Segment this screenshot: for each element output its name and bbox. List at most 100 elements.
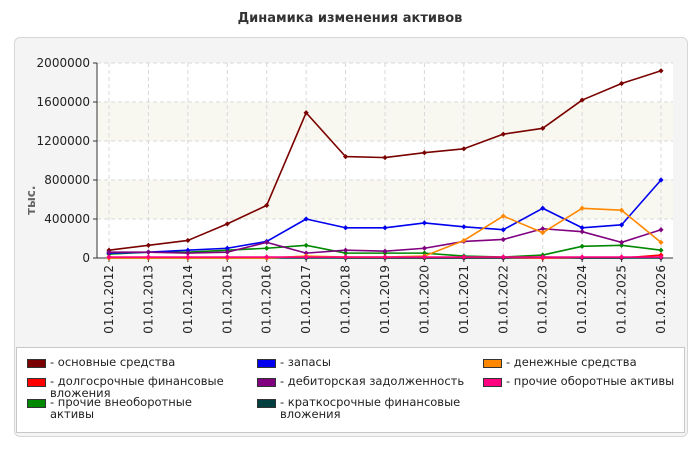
legend-label: - прочие внеоборотные активы [50,395,192,421]
data-point [303,242,309,248]
x-tick-label: 01.01.2026 [654,265,668,334]
x-tick-label: 01.01.2019 [378,265,392,334]
data-point [618,80,625,87]
data-point [106,249,112,255]
data-point [461,254,467,260]
data-point [461,224,467,230]
legend-swatch [27,399,46,408]
y-tick-label: 400000 [44,212,90,226]
y-axis-label: тыс. [24,185,38,215]
legend-item: - краткосрочные финансовые вложения [257,396,472,420]
data-point [500,213,506,219]
data-point [303,216,309,222]
data-point [303,250,309,256]
legend-label: - дебиторская задолженность [280,374,465,388]
data-point [618,242,625,248]
x-tick-label: 01.01.2022 [496,265,510,334]
data-point [264,202,270,208]
x-tick-label: 01.01.2017 [299,265,313,334]
x-tick-label: 01.01.2013 [141,265,155,334]
data-point [382,154,388,161]
data-point [224,221,230,227]
data-point [540,230,546,236]
data-point [421,250,428,256]
data-point [500,236,506,243]
data-point [579,225,585,231]
y-tick-label: 0 [82,251,90,265]
x-tick-label: 01.01.2014 [181,265,195,334]
data-point [500,254,506,260]
legend-label: - основные средства [50,355,176,369]
legend-label: - краткосрочные финансовые вложения [280,395,461,421]
legend-item: - прочие внеоборотные активы [27,396,232,420]
data-point [264,245,270,251]
legend-item: - денежные средства [483,356,678,368]
data-point [579,97,585,103]
data-point [540,226,546,232]
data-point [382,254,388,260]
x-tick-label: 01.01.2012 [102,265,116,334]
legend-item: - основные средства [27,356,232,368]
legend-item: - дебиторская задолженность [257,375,472,387]
y-tick-label: 1200000 [37,134,90,148]
data-point [579,243,585,249]
data-point [421,150,428,156]
data-point [303,254,309,260]
legend-item: - прочие оборотные активы [483,375,678,387]
data-point [382,225,388,231]
data-point [224,249,230,255]
data-point [658,227,664,233]
data-point [658,247,664,253]
y-tick-label: 800000 [44,173,90,187]
data-point [224,245,230,251]
legend-swatch [483,359,502,368]
legend: - основные средства - долгосрочные финанс… [16,347,685,433]
data-point [145,249,152,255]
data-point [658,177,664,183]
data-point [461,237,467,244]
legend-label: - прочие оборотные активы [506,374,675,388]
data-point [342,250,349,256]
data-point [461,146,467,152]
x-tick-label: 01.01.2023 [536,265,550,334]
x-tick-label: 01.01.2020 [417,265,431,334]
x-tick-label: 01.01.2016 [260,265,274,334]
legend-swatch [257,359,276,368]
data-point [145,242,152,248]
data-point [579,229,585,235]
data-point [342,247,349,253]
data-point [540,205,546,211]
data-point [500,227,506,233]
y-tick-label: 2000000 [37,56,90,70]
data-point [185,247,191,253]
data-point [618,239,625,245]
legend-label: - долгосрочные финансовые вложения [50,374,224,400]
data-point [342,154,349,160]
x-tick-label: 01.01.2024 [575,265,589,334]
data-point [421,220,428,226]
data-point [579,205,585,211]
x-tick-label: 01.01.2018 [339,265,353,334]
data-point [421,245,428,251]
x-tick-label: 01.01.2021 [457,265,471,334]
data-point [185,237,191,244]
data-point [618,207,625,213]
legend-swatch [483,378,502,387]
data-point [106,254,112,260]
legend-swatch [257,378,276,387]
data-point [618,222,625,228]
legend-swatch [27,359,46,368]
legend-label: - денежные средства [506,355,637,369]
legend-item: - долгосрочные финансовые вложения [27,375,232,399]
legend-swatch [27,378,46,387]
data-point [540,125,546,131]
chart-plot: 0 400000 800000 1200000 1600000 2000000 01.01.… [37,56,673,334]
data-point [658,239,664,245]
data-point [382,248,388,254]
x-tick-label: 01.01.2015 [220,265,234,334]
data-point [303,110,309,116]
legend-swatch [257,399,276,408]
data-point [185,250,191,256]
data-point [500,131,506,137]
data-point [264,239,270,245]
